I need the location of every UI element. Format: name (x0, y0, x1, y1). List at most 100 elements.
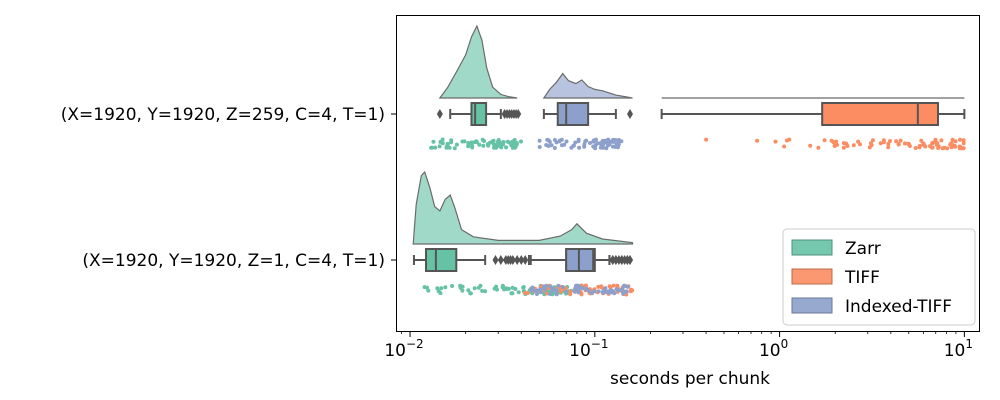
point-zarr-1 (486, 143, 491, 148)
point-tiff-1 (953, 139, 958, 144)
point-tiff-1 (886, 141, 891, 146)
point-indexed-tiff-1 (606, 137, 611, 142)
point-tiff-1 (936, 144, 941, 149)
x-tick-label: 101 (944, 337, 973, 361)
point-zarr-1 (447, 145, 452, 150)
point-tiff-1 (953, 144, 958, 149)
point-zarr-1 (454, 142, 459, 147)
point-indexed-tiff-1 (552, 146, 557, 150)
point-zarr-1 (433, 145, 438, 150)
point-zarr-1 (500, 141, 505, 146)
point-zarr-1 (452, 146, 457, 151)
point-indexed-tiff-2 (554, 288, 559, 293)
point-indexed-tiff-1 (549, 143, 554, 148)
point-zarr-1 (519, 139, 523, 144)
point-tiff-1 (841, 145, 846, 150)
point-zarr-2 (502, 287, 507, 292)
point-indexed-tiff-2 (564, 289, 569, 294)
point-tiff-1 (782, 144, 787, 149)
point-zarr-2 (495, 287, 499, 292)
point-zarr-1 (477, 142, 482, 147)
outlier-zarr-2 (497, 255, 504, 265)
point-tiff-2 (568, 292, 573, 297)
legend-swatch-zarr (791, 239, 833, 256)
point-tiff-1 (958, 137, 962, 142)
point-tiff-2 (584, 283, 588, 288)
point-zarr-2 (450, 284, 455, 288)
point-indexed-tiff-2 (538, 287, 543, 292)
point-tiff-1 (896, 142, 901, 146)
point-tiff-1 (834, 139, 839, 144)
point-indexed-tiff-2 (529, 288, 534, 293)
point-zarr-2 (478, 283, 483, 288)
point-tiff-1 (939, 138, 944, 143)
point-zarr-2 (460, 288, 465, 293)
point-tiff-2 (630, 288, 635, 293)
outlier-indexed-tiff-2 (618, 255, 625, 265)
point-indexed-tiff-1 (604, 140, 609, 145)
point-zarr-2 (500, 283, 505, 288)
point-zarr-2 (466, 288, 471, 293)
point-indexed-tiff-1 (573, 140, 578, 145)
x-tick-label: 10−2 (384, 337, 423, 361)
point-zarr-1 (444, 145, 449, 150)
plot-area (412, 24, 966, 297)
point-zarr-2 (480, 288, 485, 293)
point-indexed-tiff-1 (584, 138, 589, 143)
outlier-indexed-tiff-1 (626, 109, 633, 119)
point-indexed-tiff-2 (534, 288, 539, 293)
point-indexed-tiff-2 (551, 288, 556, 292)
point-tiff-1 (816, 145, 821, 150)
point-zarr-1 (466, 141, 471, 145)
point-tiff-1 (922, 143, 927, 148)
box-tiff-1 (821, 102, 940, 126)
outlier-indexed-tiff-2 (609, 255, 616, 265)
point-zarr-1 (431, 139, 436, 144)
point-zarr-2 (458, 285, 463, 290)
point-indexed-tiff-2 (547, 291, 552, 296)
point-indexed-tiff-1 (610, 144, 615, 149)
point-indexed-tiff-1 (591, 138, 596, 143)
point-indexed-tiff-2 (580, 286, 585, 290)
point-indexed-tiff-2 (573, 283, 578, 288)
point-tiff-1 (856, 139, 861, 144)
point-tiff-1 (961, 138, 966, 143)
point-tiff-1 (851, 143, 856, 148)
x-axis: 10−2 10−1 100 101 (384, 331, 973, 361)
point-zarr-1 (480, 137, 485, 142)
point-zarr-1 (510, 145, 515, 150)
legend: Zarr TIFF Indexed-TIFF (782, 228, 976, 326)
point-zarr-2 (521, 285, 526, 290)
point-indexed-tiff-1 (604, 146, 609, 151)
point-indexed-tiff-2 (624, 289, 629, 294)
outlier-zarr-2 (514, 255, 521, 265)
point-indexed-tiff-1 (546, 144, 551, 148)
point-zarr-2 (494, 284, 499, 289)
cloud-zarr-1 (438, 24, 518, 99)
point-zarr-1 (440, 137, 445, 142)
point-zarr-1 (449, 138, 454, 143)
point-zarr-1 (445, 141, 450, 146)
point-indexed-tiff-2 (560, 285, 565, 289)
point-tiff-1 (868, 141, 873, 146)
point-indexed-tiff-2 (592, 289, 597, 294)
point-tiff-1 (903, 141, 907, 146)
outlier-zarr-2 (522, 255, 529, 265)
point-indexed-tiff-1 (588, 141, 592, 145)
outlier-zarr-1 (515, 109, 522, 119)
legend-swatch-tiff (791, 268, 833, 285)
point-zarr-1 (514, 141, 519, 146)
point-tiff-1 (945, 146, 950, 151)
point-indexed-tiff-1 (595, 141, 600, 146)
point-zarr-2 (443, 285, 448, 290)
point-zarr-1 (497, 143, 501, 148)
point-tiff-1 (835, 142, 839, 147)
point-indexed-tiff-1 (582, 144, 587, 149)
point-tiff-1 (870, 138, 875, 143)
legend-label-indexed-tiff: Indexed-TIFF (845, 297, 952, 317)
point-tiff-1 (704, 137, 709, 142)
point-zarr-2 (425, 285, 429, 290)
point-tiff-1 (930, 141, 935, 146)
point-tiff-1 (898, 138, 903, 143)
point-zarr-1 (492, 145, 496, 150)
